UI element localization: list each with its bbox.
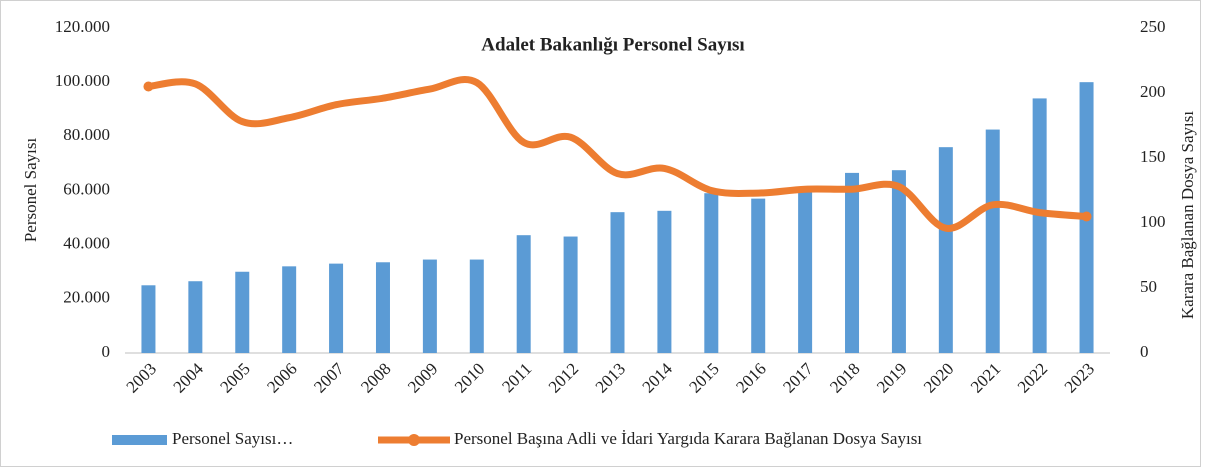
bar <box>704 193 719 353</box>
line <box>144 76 1091 232</box>
x-tick-label: 2016 <box>732 359 769 396</box>
bar <box>891 170 906 353</box>
x-tick-label: 2009 <box>404 359 441 396</box>
x-tick-label: 2021 <box>967 359 1004 396</box>
y-tick-label: 120.000 <box>55 17 110 36</box>
bar <box>141 285 156 353</box>
bar <box>798 187 813 353</box>
x-tick-label: 2022 <box>1014 359 1051 396</box>
y2-tick-label: 0 <box>1140 342 1149 361</box>
bar <box>188 281 203 353</box>
y2-axis-title: Karara Bağlanan Dosya Sayısı <box>1178 111 1197 319</box>
legend-label: Personel Sayısı… <box>172 429 293 448</box>
chart-title: Adalet Bakanlığı Personel Sayısı <box>481 34 744 55</box>
x-tick-label: 2008 <box>357 359 394 396</box>
bar <box>469 259 484 353</box>
line-end-marker <box>1081 211 1092 222</box>
y2-tick-label: 150 <box>1140 147 1166 166</box>
bar <box>563 236 578 353</box>
bar <box>329 263 344 353</box>
y-tick-label: 0 <box>102 342 111 361</box>
y-tick-label: 40.000 <box>63 234 110 253</box>
bar <box>985 129 1000 353</box>
x-tick-label: 2015 <box>685 359 722 396</box>
x-tick-label: 2017 <box>779 359 817 397</box>
x-tick-label: 2007 <box>310 359 348 397</box>
bar <box>610 212 625 353</box>
legend-swatch <box>112 435 167 445</box>
x-tick-label: 2014 <box>639 359 677 397</box>
bar <box>516 235 531 353</box>
x-tick-label: 2020 <box>920 359 957 396</box>
bar <box>657 210 672 353</box>
y-tick-label: 20.000 <box>63 288 110 307</box>
bar <box>751 198 766 353</box>
line-end-marker <box>143 81 154 92</box>
y-tick-label: 60.000 <box>63 179 110 198</box>
y-axis-title: Personel Sayısı <box>21 138 40 243</box>
bar <box>422 259 437 353</box>
y-tick-label: 100.000 <box>55 71 110 90</box>
x-tick-label: 2004 <box>169 359 207 397</box>
x-tick-label: 2012 <box>545 359 582 396</box>
bar <box>845 172 860 353</box>
legend-label: Personel Başına Adli ve İdari Yargıda Ka… <box>454 429 922 448</box>
x-tick-label: 2003 <box>123 359 160 396</box>
x-tick-label: 2023 <box>1061 359 1098 396</box>
x-tick-label: 2005 <box>216 359 253 396</box>
legend-marker <box>408 434 420 446</box>
bar <box>938 147 953 353</box>
bar <box>235 271 250 353</box>
y2-tick-label: 50 <box>1140 277 1157 296</box>
y2-tick-label: 200 <box>1140 82 1166 101</box>
x-tick-label: 2013 <box>592 359 629 396</box>
bar <box>375 262 390 353</box>
y-tick-label: 80.000 <box>63 125 110 144</box>
bar <box>282 266 297 353</box>
bar <box>1032 98 1047 354</box>
y2-tick-label: 100 <box>1140 212 1166 231</box>
x-tick-label: 2006 <box>263 359 300 396</box>
x-tick-label: 2010 <box>451 359 488 396</box>
x-tick-label: 2018 <box>826 359 863 396</box>
x-tick-label: 2019 <box>873 359 910 396</box>
x-tick-label: 2011 <box>498 359 535 396</box>
y2-tick-label: 250 <box>1140 17 1166 36</box>
